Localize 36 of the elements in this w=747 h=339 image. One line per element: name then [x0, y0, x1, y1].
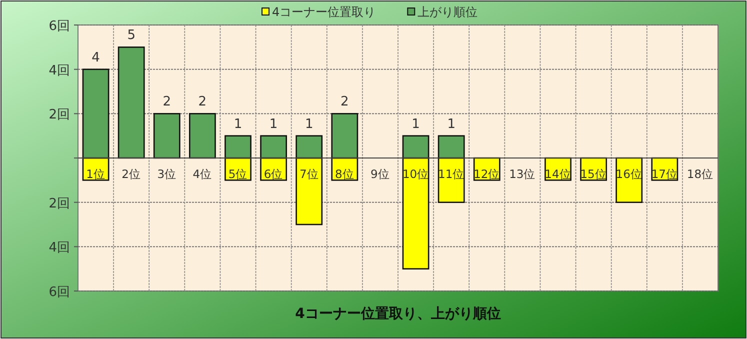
data-label: 1 [269, 116, 278, 132]
x-tick-label: 10位 [402, 167, 430, 181]
data-label: 5 [127, 28, 136, 44]
data-label: 1 [234, 116, 242, 132]
data-label: 1 [447, 116, 456, 132]
x-tick-label: 6位 [264, 167, 284, 181]
x-tick-label: 3位 [157, 167, 177, 181]
text: 4コーナー位置取り、上がり順位 [295, 306, 501, 322]
x-tick-label: 17位 [651, 167, 678, 181]
legend-label: 上がり順位 [418, 5, 478, 19]
y-tick-label: 6回 [48, 19, 70, 34]
x-tick-label: 13位 [509, 167, 536, 181]
y-tick-label: 4回 [48, 240, 70, 256]
bar [118, 46, 145, 159]
data-label: 4 [92, 50, 100, 66]
bar [153, 113, 180, 159]
x-tick-label: 4位 [192, 167, 212, 181]
x-tick-label: 5位 [228, 167, 248, 181]
x-tick-label: 1位 [86, 167, 106, 181]
y-tick-label: 2回 [48, 108, 70, 123]
data-label: 2 [340, 94, 349, 110]
data-label: 2 [162, 94, 172, 110]
legend-label: 4コーナー位置取り [272, 5, 376, 19]
bar [188, 113, 216, 159]
y-tick-label: 2回 [48, 196, 70, 212]
x-tick-label: 9位 [370, 167, 390, 181]
x-tick-label: 18位 [686, 167, 714, 181]
x-tick-label: 11位 [438, 167, 465, 181]
x-tick-label: 7位 [299, 167, 319, 181]
x-tick-label: 2位 [122, 167, 141, 181]
y-tick-label: 4回 [48, 63, 70, 78]
data-label: 1 [412, 116, 420, 132]
data-label: 1 [304, 116, 314, 132]
y-tick-label: 6回 [48, 285, 70, 300]
x-tick-label: 8位 [335, 167, 354, 181]
data-label: 2 [198, 94, 207, 110]
